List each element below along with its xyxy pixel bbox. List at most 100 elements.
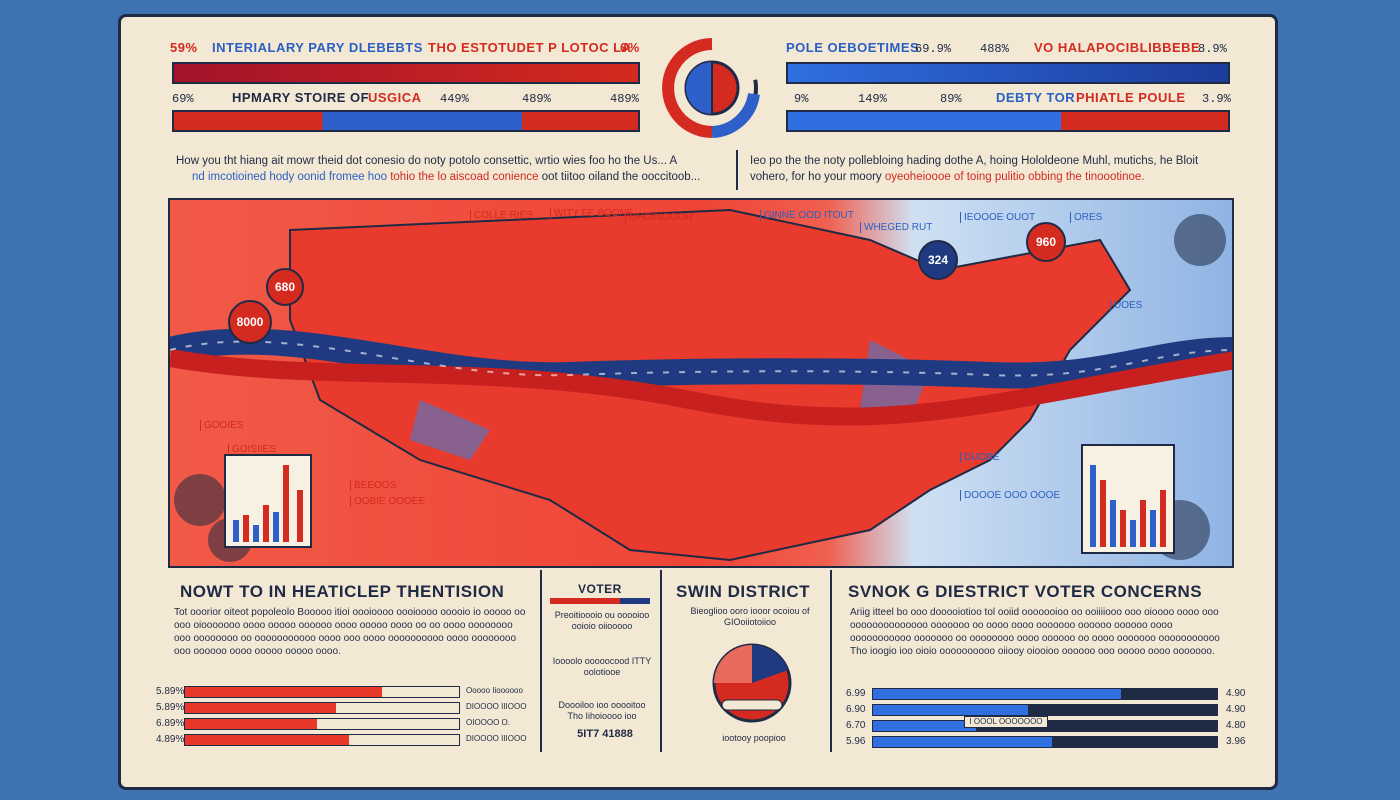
bar-fill — [873, 721, 977, 731]
bar-track — [872, 688, 1218, 700]
header-pct: 489% — [610, 92, 639, 106]
header-pct: 488% — [980, 42, 1009, 56]
bar-track — [184, 734, 460, 746]
bar-label: OIOOOO O. — [466, 718, 511, 727]
voter-subtitle: Doooiloo ioo ooooitoo Tho Iihoioooo ioo — [558, 700, 646, 721]
header-pct: 8.9% — [1198, 42, 1227, 56]
map-label: DUOBE — [960, 452, 1000, 463]
voter-subtitle: Ioooolo ooooocood ITTY oolotiooe — [552, 656, 652, 677]
intro-text: oot tiitoo oiland the ooccitoob... — [541, 171, 701, 183]
bar-fill — [185, 687, 383, 697]
map-label: WITY FE BOONE — [550, 208, 633, 219]
intro-paragraph-left: How you tht hiang ait mowr theid dot con… — [146, 150, 738, 190]
intro-line: How you tht hiang ait mowr theid dot con… — [176, 155, 678, 167]
bar-track — [872, 736, 1218, 748]
swing-subtitle: Bieoglioo ooro iooor ocoiou of GIOoiioto… — [690, 606, 810, 627]
bar-pct-label: 6.90 — [846, 704, 866, 715]
bar-pct-label: 5.89% — [156, 702, 185, 713]
bar-fill — [185, 719, 317, 729]
bar-center-label: I OOOL OOOOOOO — [964, 716, 1048, 728]
header-title-center: THO ESTOTUDET P LOTOC LA — [428, 40, 632, 55]
header-pct: 449% — [440, 92, 469, 106]
section-title-concerns: SVNOK G DIESTRICT VOTER CONCERNS — [848, 582, 1203, 601]
intro-line2: nd imcotioined hody oonid fromee hoo toh… — [192, 169, 737, 185]
map-badge-blue: 324 — [918, 240, 958, 280]
header-pct: 9% — [794, 92, 809, 106]
map-label: ORES — [1070, 212, 1102, 223]
bar-label: DIOOOO IIIOOO — [466, 702, 527, 711]
header-pct: 69% — [172, 92, 194, 106]
map-label: DOOOE OOO OOOE — [960, 490, 1060, 501]
map-label: BEEOOS — [350, 480, 396, 491]
intro-text: vohero, for ho your moory — [750, 171, 882, 183]
intro-accent: oyeoheioooe of toing pulitio obbing the … — [884, 171, 1145, 183]
header-pct: 59% — [170, 40, 198, 55]
bar-fill — [873, 705, 1028, 715]
bar-track — [184, 702, 460, 714]
section-paragraph: Tot ooorior oiteot popoleolo Booooo itio… — [174, 607, 526, 657]
map-badge-red: 960 — [1026, 222, 1066, 262]
bar-pct-label: 6.89% — [156, 718, 185, 729]
map-label: GINNE OOD ITOUT — [760, 210, 854, 221]
map-label: UOES — [1110, 300, 1142, 311]
intro-right-line: Ieo po the the noty pollebloing hading d… — [750, 155, 1199, 167]
bar-label: DIOOOO IIIOOO — [466, 734, 527, 743]
swing-pie-icon — [712, 643, 792, 723]
bar-track — [872, 704, 1218, 716]
voter-bar — [550, 598, 650, 604]
header-row2-title-accent: USGICA — [368, 90, 422, 105]
bar-track — [184, 686, 460, 698]
divider — [540, 570, 542, 752]
divider — [660, 570, 662, 752]
bar-pct-label: 6.70 — [846, 720, 866, 731]
map-label: WHEGED RUT — [860, 222, 932, 233]
voter-subtitle: Preoitioooio ou ooooioo ooioio oiiooooo — [554, 610, 650, 631]
us-map-panel: COLLE RIES WITY FE BOONE OHOINGOOH GINNE… — [168, 198, 1234, 568]
header-bar-right2 — [786, 110, 1230, 132]
bar-fill — [185, 703, 336, 713]
bar-track — [184, 718, 460, 730]
intro-right-line2: vohero, for ho your moory oyeoheioooe of… — [750, 169, 1230, 185]
header-row2-title-right-accent: PHIATLE POULE — [1076, 90, 1186, 105]
donut-gauge-icon — [662, 38, 760, 138]
section-title-tension: NOWT TO IN HEATICLEP THENTISION — [180, 582, 505, 601]
header-bar-left — [172, 62, 640, 84]
voter-value: 5IT7 41888 — [577, 728, 633, 740]
map-badge-red: 680 — [266, 268, 304, 306]
swing-caption: iootooy poopioo — [722, 733, 786, 743]
bar-pct-label: 4.89% — [156, 734, 185, 745]
map-label: IEOOOE OUOT — [960, 212, 1035, 223]
header-pct: 149% — [858, 92, 887, 106]
header-title-right2: VO HALAPOCIBLIBBEBE — [1034, 40, 1201, 55]
section-title-voter: VOTER — [578, 582, 622, 596]
header-bar-left2 — [172, 110, 640, 132]
header-row2-title-right: DEBTY TOR — [996, 90, 1076, 105]
bar-pct-label: 5.89% — [156, 686, 185, 697]
section-title-swing: SWIN DISTRICT — [676, 582, 810, 601]
header-pct: 6% — [620, 40, 640, 55]
bar-fill — [873, 689, 1121, 699]
map-label: GOOIES — [200, 420, 243, 431]
map-badge-red: 8000 — [228, 300, 272, 344]
bar-pct-label: 4.90 — [1226, 688, 1246, 699]
bar-pct-label: 3.96 — [1226, 736, 1246, 747]
bar-fill — [873, 737, 1052, 747]
intro-accent: tohio the lo aiscoad conience — [390, 171, 539, 183]
header-pct: 89% — [940, 92, 962, 106]
bar-fill — [185, 735, 350, 745]
map-label: COLLE RIES — [470, 210, 533, 221]
divider — [830, 570, 832, 752]
map-label: OOBIE OOOEE — [350, 496, 425, 507]
header-title-right: POLE OEBOETIMES — [786, 40, 920, 55]
map-label: GOISIIES — [228, 444, 276, 455]
bar-label: Ooooo Iioooooo — [466, 686, 523, 695]
bar-pct-label: 4.80 — [1226, 720, 1246, 731]
map-label: OHOINGOOH — [625, 212, 692, 223]
intro-text: nd imcotioined hody oonid fromee hoo — [192, 171, 387, 183]
header-bar-right — [786, 62, 1230, 84]
header-pct: 3.9% — [1202, 92, 1231, 106]
bar-pct-label: 5.96 — [846, 736, 866, 747]
bar-pct-label: 6.99 — [846, 688, 866, 699]
header-pct: 489% — [522, 92, 551, 106]
us-map-illustration — [170, 208, 1232, 562]
